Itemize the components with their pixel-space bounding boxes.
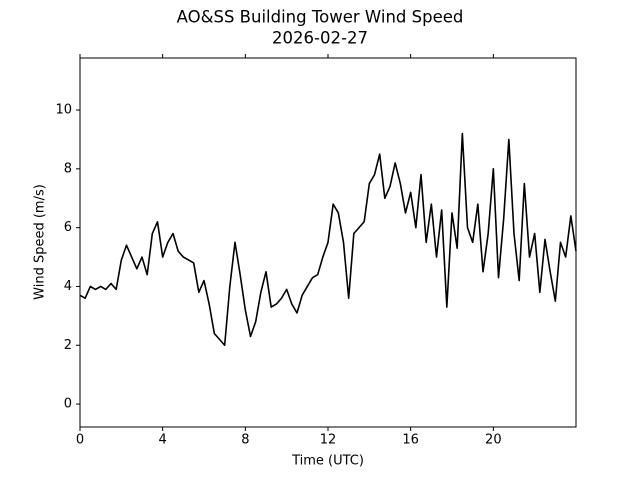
plot-frame [79, 57, 577, 428]
x-tick-label: 0 [76, 433, 84, 448]
y-axis-label: Wind Speed (m/s) [33, 184, 48, 300]
x-tick-label: 20 [485, 433, 502, 448]
x-tick-label: 8 [241, 433, 249, 448]
y-tick-label: 4 [64, 279, 72, 294]
x-tick-label: 4 [159, 433, 167, 448]
y-tick-label: 10 [55, 103, 72, 118]
x-axis-label: Time (UTC) [291, 454, 364, 469]
wind-line [79, 132, 577, 347]
y-tick-label: 8 [64, 161, 72, 176]
chart-subtitle: 2026-02-27 [272, 29, 368, 48]
x-tick-label: 12 [320, 433, 337, 448]
chart-title: AO&SS Building Tower Wind Speed [177, 8, 464, 27]
y-tick-label: 0 [64, 397, 72, 412]
y-tick-label: 6 [64, 220, 72, 235]
y-tick-label: 2 [64, 338, 72, 353]
x-tick-label: 16 [402, 433, 419, 448]
